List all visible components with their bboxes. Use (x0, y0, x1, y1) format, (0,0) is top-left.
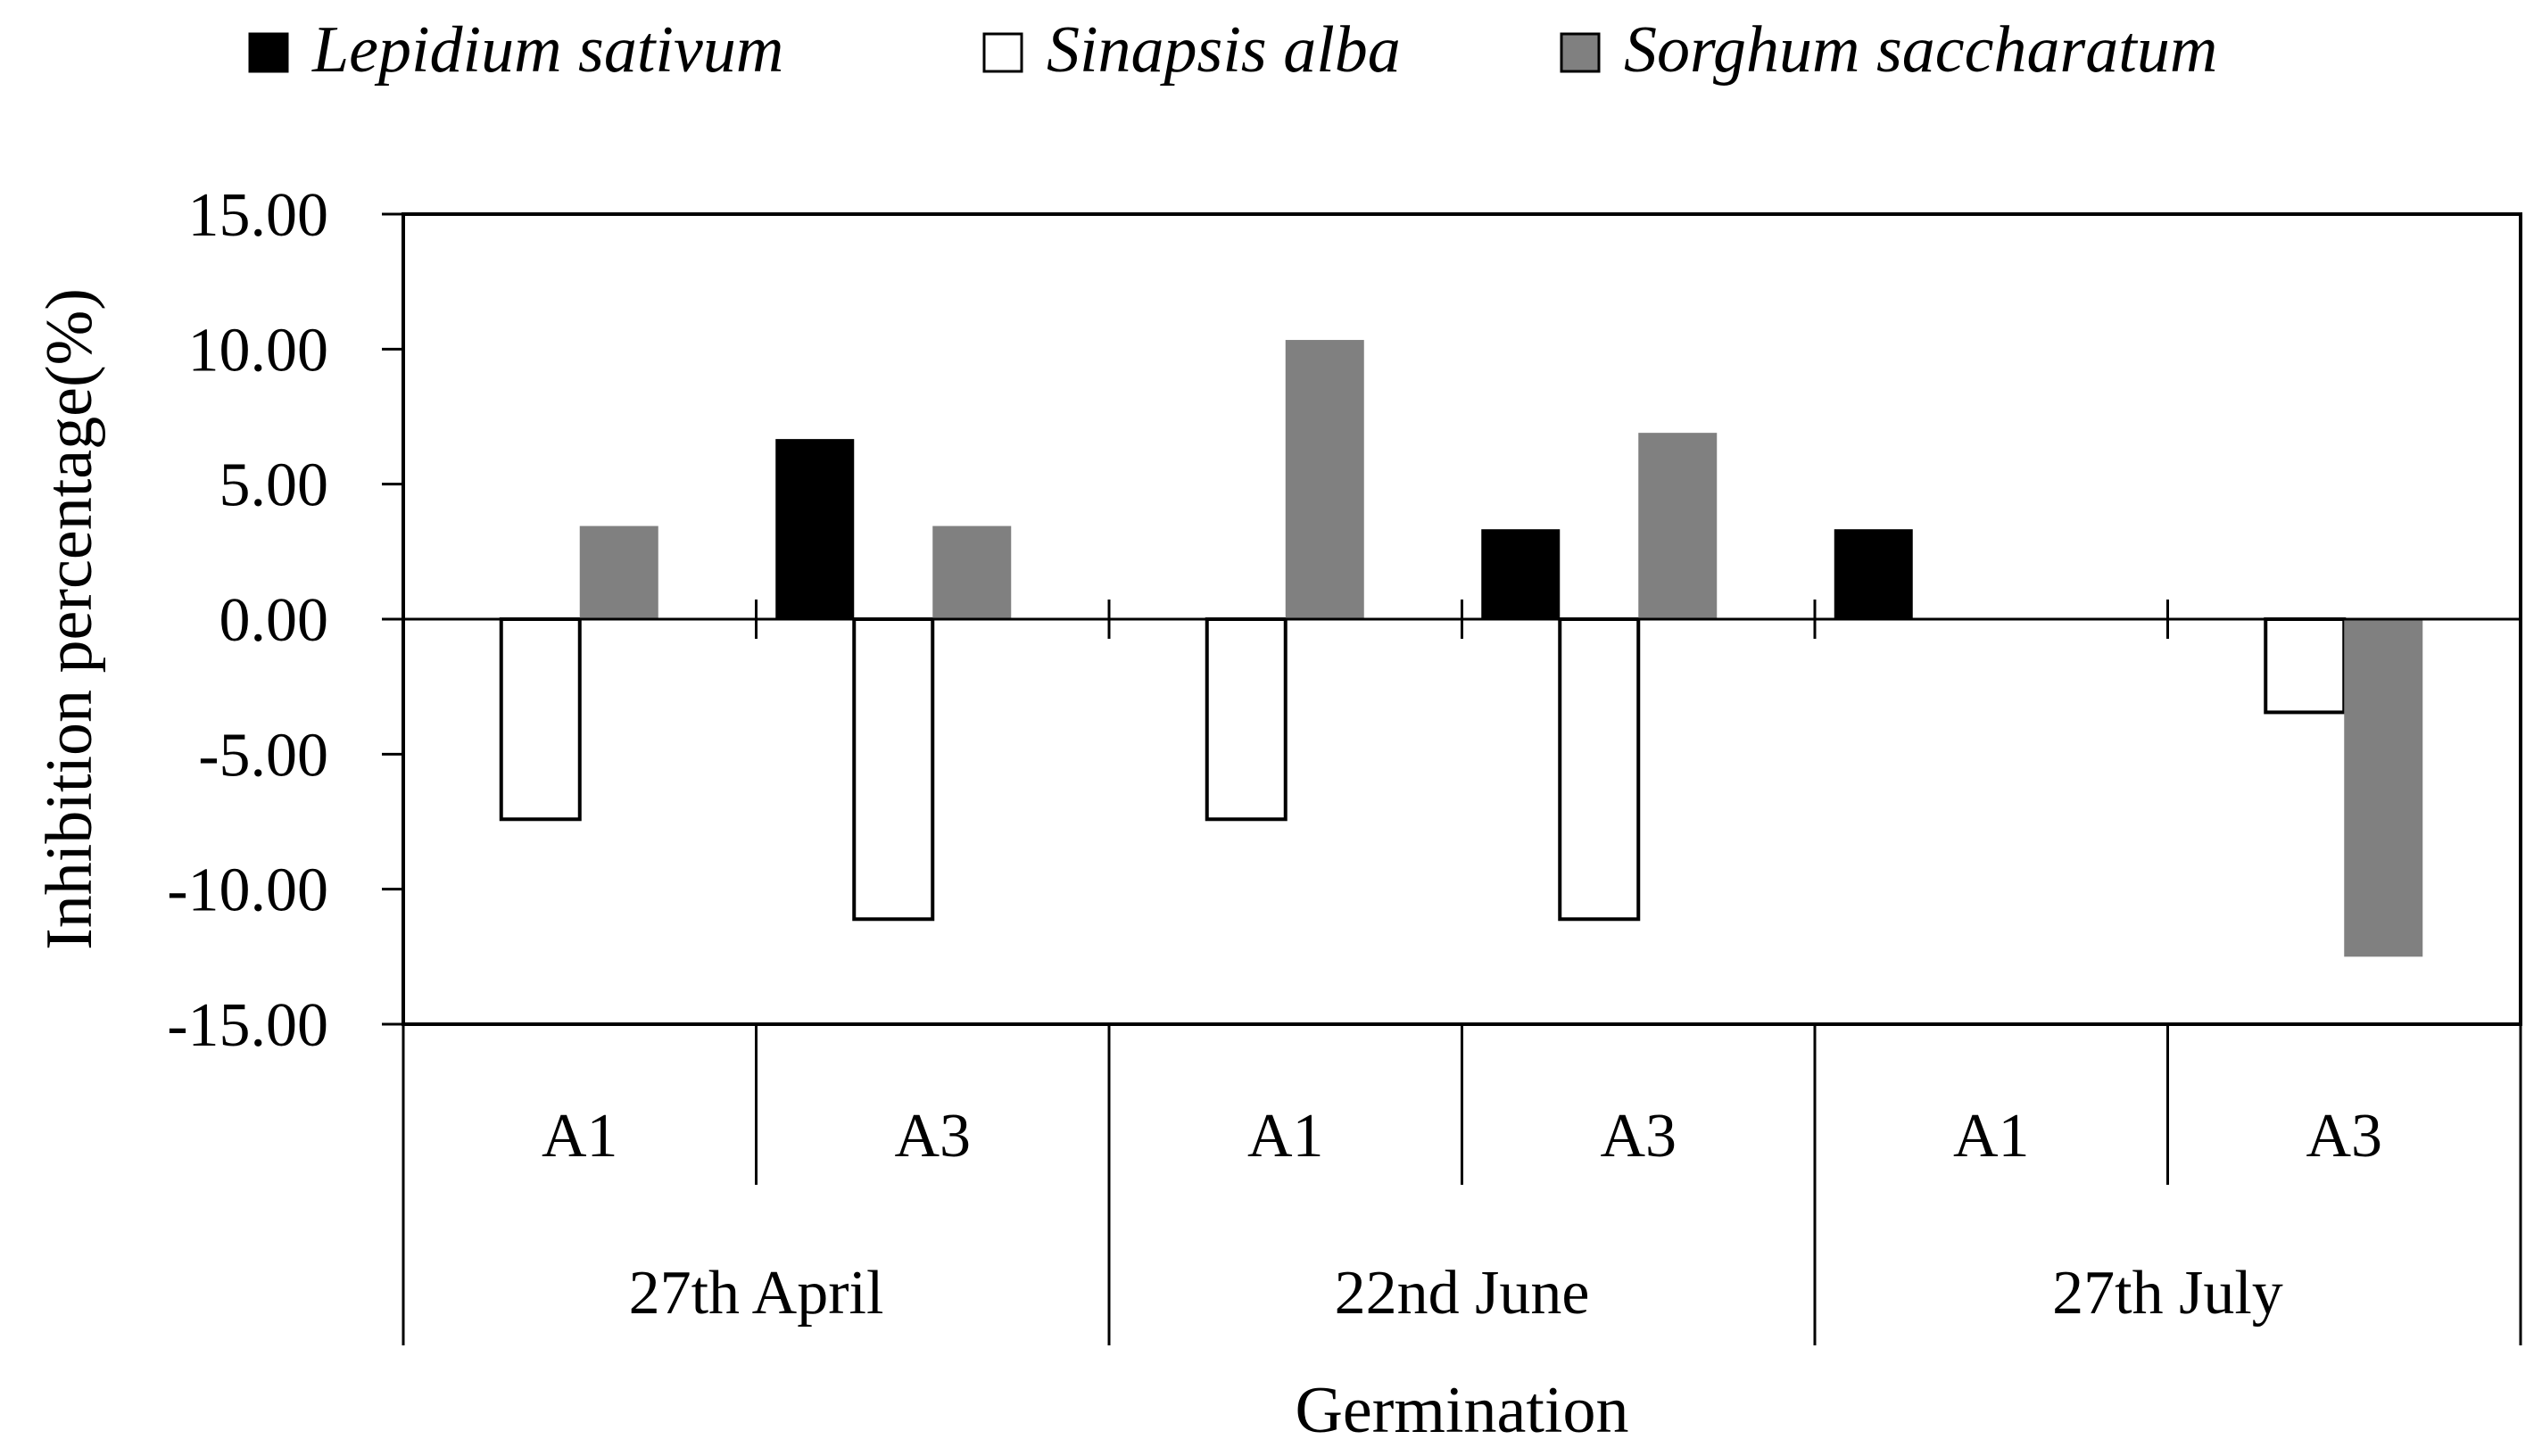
y-tick-label: 0.00 (219, 586, 329, 655)
legend: Lepidium sativum Sinapsis alba Sorghum sac… (248, 13, 2217, 87)
x-axis-title: Germination (1295, 1374, 1628, 1447)
bars (499, 340, 2423, 957)
x-category-label: A1 (1953, 1102, 2030, 1171)
x-category-label: A3 (2306, 1102, 2382, 1171)
y-tick-label: -5.00 (198, 721, 328, 790)
plot-frame (402, 212, 2522, 1026)
x-category-label: A1 (542, 1102, 618, 1171)
bar-series-1-cat-4 (1481, 529, 1561, 619)
legend-swatch-2 (982, 32, 1023, 73)
bar-series-3-cat-4 (1638, 433, 1718, 619)
y-tick-label: -15.00 (167, 991, 328, 1060)
x-group-label: 27th April (629, 1259, 884, 1328)
x-category-label: A3 (894, 1102, 971, 1171)
bar-series-2-cat-2 (852, 617, 935, 922)
bar-series-1-cat-2 (775, 439, 855, 619)
legend-swatch-1 (248, 32, 289, 73)
bar-series-2-cat-4 (1558, 617, 1641, 922)
legend-label-2: Sinapsis alba (1047, 13, 1401, 87)
x-category-label: A3 (1600, 1102, 1677, 1171)
y-tick-label: 5.00 (219, 451, 329, 520)
x-group-label: 22nd June (1335, 1259, 1590, 1328)
bar-series-1-cat-5 (1834, 529, 1913, 619)
legend-label-1: Lepidium sativum (311, 13, 783, 87)
y-tick-label: 10.00 (188, 316, 329, 385)
legend-swatch-3 (1560, 32, 1601, 73)
bar-series-2-cat-3 (1205, 617, 1288, 822)
y-axis-ticks: 15.00 10.00 5.00 0.00 -5.00 -10.00 -15.00 (167, 181, 403, 1060)
bar-series-3-cat-6 (2344, 619, 2423, 957)
bar-series-2-cat-6 (2264, 617, 2347, 715)
x-axis: A1 A3 A1 A3 A1 A3 27th April 22nd June 27th July (402, 1024, 2522, 1345)
x-category-label: A1 (1247, 1102, 1324, 1171)
bar-series-3-cat-3 (1285, 340, 1364, 619)
y-tick-label: -10.00 (167, 856, 328, 925)
bar-series-2-cat-1 (499, 617, 582, 822)
x-group-label: 27th July (2052, 1259, 2283, 1328)
bar-series-3-cat-1 (579, 525, 658, 619)
bar-series-3-cat-2 (932, 525, 1012, 619)
legend-label-3: Sorghum saccharatum (1624, 13, 2217, 87)
y-tick-label: 15.00 (188, 181, 329, 250)
y-axis-title: Inhibition percentage(%) (33, 288, 106, 950)
